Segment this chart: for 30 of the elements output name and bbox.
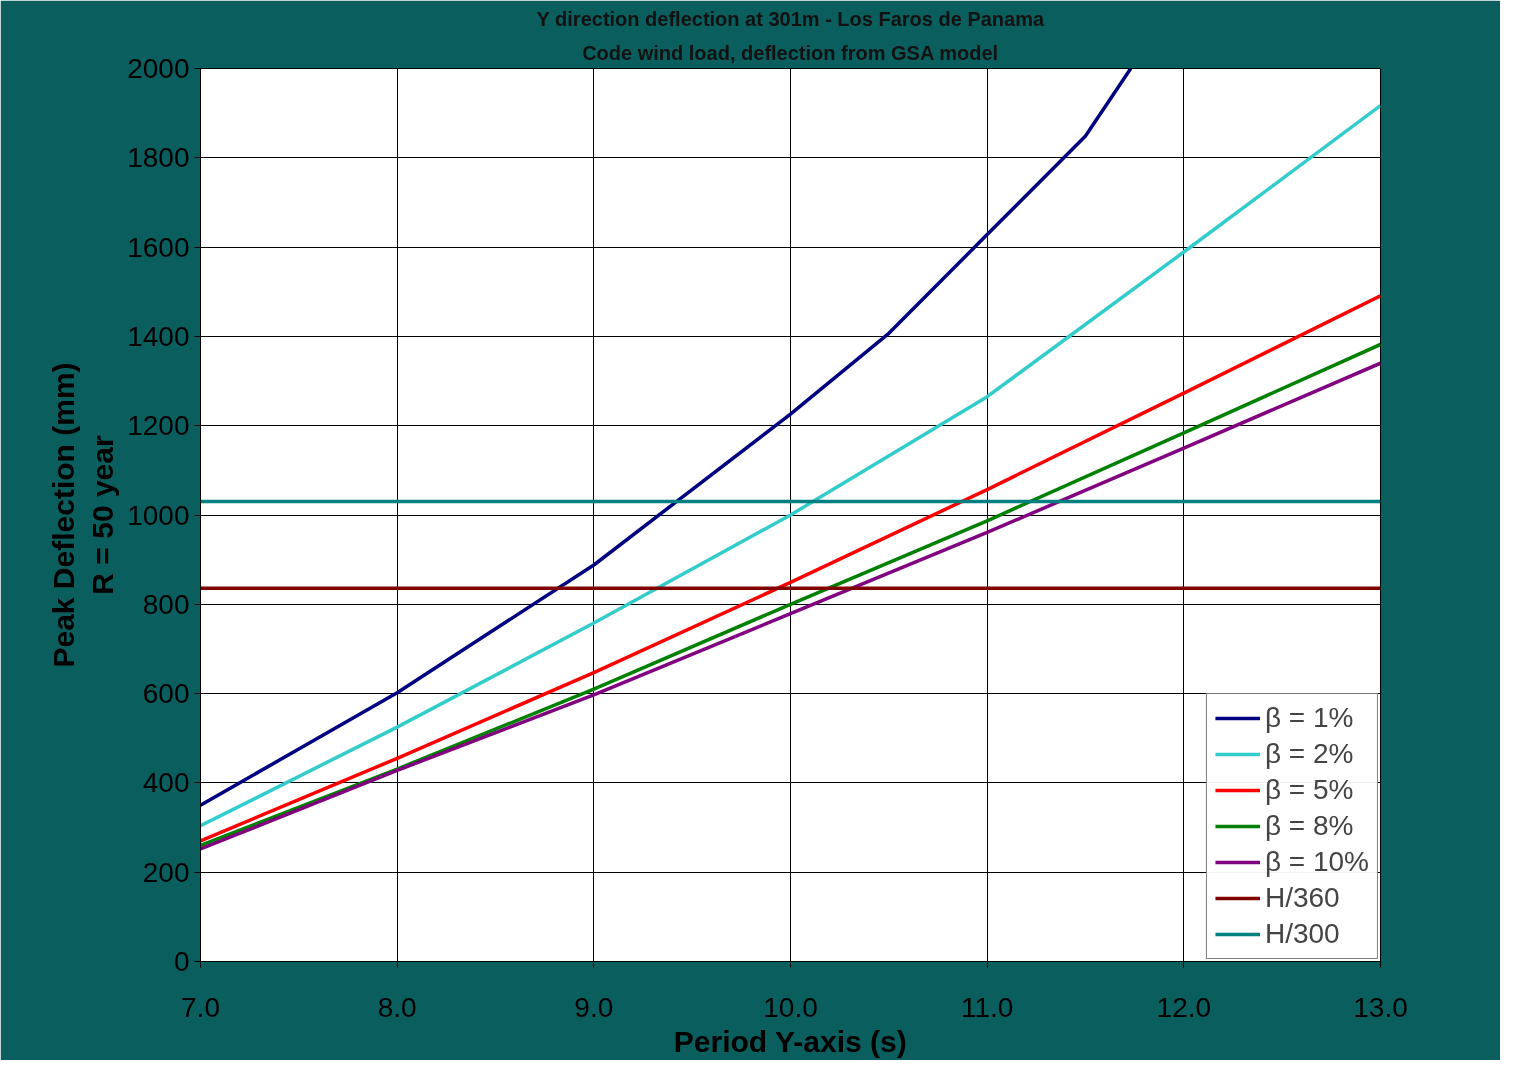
line-series — [200, 68, 1133, 807]
y-tick-label: 1200 — [127, 410, 190, 442]
x-tick-label: 7.0 — [181, 991, 220, 1023]
legend-label: β = 2% — [1264, 738, 1354, 770]
y-tick-label: 0 — [173, 946, 190, 977]
y-tick-label: 1800 — [127, 142, 190, 174]
legend-label: β = 5% — [1264, 774, 1354, 806]
legend-label: β = 10% — [1264, 846, 1369, 878]
legend-label: β = 8% — [1264, 810, 1354, 842]
legend-label: β = 1% — [1264, 702, 1354, 734]
y-tick-label: 800 — [142, 588, 190, 620]
x-axis-title: Period Y-axis (s) — [673, 1024, 907, 1058]
y-tick-label: 200 — [142, 856, 190, 888]
y-tick-label: 1600 — [127, 231, 190, 263]
x-tick-label: 10.0 — [763, 991, 818, 1023]
chart-subtitle: Code wind load, deflection from GSA model — [582, 41, 999, 64]
y-tick-label: 400 — [142, 767, 190, 799]
x-tick-label: 11.0 — [960, 991, 1014, 1023]
x-tick-label: 8.0 — [377, 991, 417, 1023]
legend-label: H/300 — [1264, 918, 1340, 950]
y-tick-label: 600 — [142, 678, 190, 710]
y-tick-label: 1000 — [127, 499, 190, 531]
chart-title: Y direction deflection at 301m - Los Faros de Panama — [536, 7, 1045, 30]
y-axis-title: Peak Deflection (mm) R = 50 year — [46, 362, 120, 668]
y-tick-label: 1400 — [127, 320, 190, 352]
x-tick-label: 13.0 — [1353, 991, 1408, 1023]
x-tick-label: 9.0 — [574, 991, 614, 1023]
x-tick-label: 12.0 — [1156, 991, 1212, 1023]
legend-label: H/360 — [1264, 882, 1340, 914]
y-tick-label: 2000 — [127, 53, 190, 84]
